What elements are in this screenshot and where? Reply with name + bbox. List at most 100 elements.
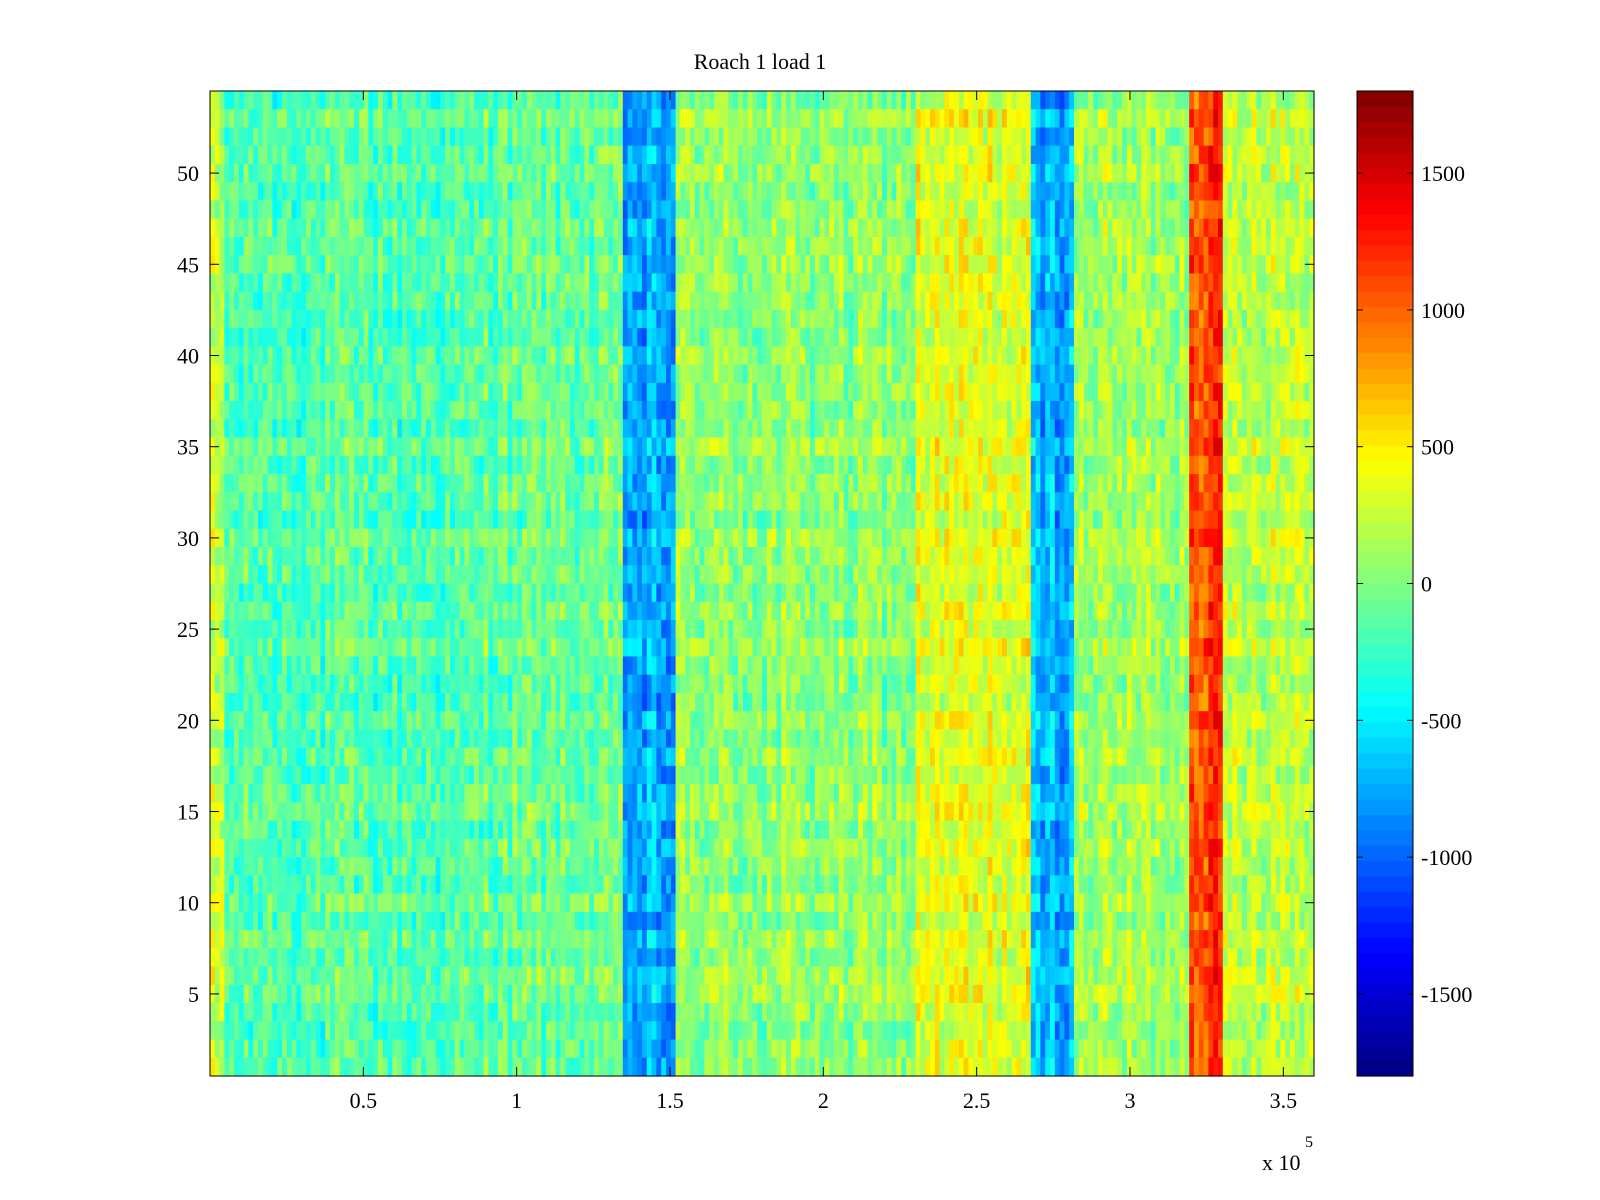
heatmap-cell [1275, 163, 1281, 183]
heatmap-cell [531, 200, 537, 220]
heatmap-cell [930, 127, 936, 147]
heatmap-cell [699, 291, 705, 311]
heatmap-cell [1242, 455, 1248, 475]
heatmap-cell [1093, 401, 1099, 420]
heatmap-cell [349, 163, 355, 183]
heatmap-cell [546, 255, 552, 275]
heatmap-cell [334, 109, 341, 129]
heatmap-cell [781, 382, 787, 402]
heatmap-cell [459, 145, 465, 165]
heatmap-cell [536, 236, 542, 256]
heatmap-cell [762, 328, 768, 347]
heatmap-cell [901, 236, 907, 256]
heatmap-cell [958, 109, 965, 129]
heatmap-cell [320, 273, 326, 293]
heatmap-cell [253, 455, 259, 475]
heatmap-cell [814, 200, 821, 220]
heatmap-cell [565, 401, 571, 420]
heatmap-cell [464, 346, 470, 366]
heatmap-cell [550, 437, 557, 457]
heatmap-cell [1208, 437, 1214, 457]
heatmap-cell [1246, 309, 1253, 329]
heatmap-cell [656, 401, 662, 420]
heatmap-cell [1198, 182, 1205, 202]
heatmap-cell [1112, 109, 1118, 129]
heatmap-cell [728, 474, 734, 493]
heatmap-cell [238, 109, 245, 129]
heatmap-cell [1261, 401, 1267, 420]
heatmap-cell [728, 346, 734, 366]
heatmap-cell [978, 127, 984, 147]
heatmap-cell [1266, 273, 1272, 293]
heatmap-cell [1016, 309, 1022, 329]
heatmap-cell [1165, 200, 1171, 220]
heatmap-cell [1165, 236, 1171, 256]
heatmap-cell [411, 200, 417, 220]
heatmap-cell [1208, 255, 1214, 275]
heatmap-cell [1275, 127, 1281, 147]
heatmap-cell [747, 236, 753, 256]
heatmap-cell [877, 236, 883, 256]
heatmap-cell [714, 291, 720, 311]
heatmap-cell [934, 163, 941, 183]
heatmap-cell [584, 218, 590, 238]
heatmap-cell [882, 455, 888, 475]
heatmap-cell [574, 200, 581, 220]
heatmap-cell [483, 309, 489, 329]
heatmap-cell [1299, 328, 1305, 347]
heatmap-cell [867, 109, 873, 129]
heatmap-cell [632, 401, 638, 420]
heatmap-cell [910, 236, 917, 256]
heatmap-cell [459, 236, 465, 256]
heatmap-cell [901, 364, 907, 384]
heatmap-cell [589, 455, 595, 475]
heatmap-cell [1122, 382, 1128, 402]
heatmap-cell [776, 218, 782, 238]
heatmap-cell [867, 401, 873, 420]
heatmap-cell [1069, 346, 1075, 366]
heatmap-cell [349, 273, 355, 293]
heatmap-cell [229, 346, 235, 366]
heatmap-cell [517, 145, 523, 165]
heatmap-cell [704, 182, 710, 202]
heatmap-cell [742, 236, 749, 256]
heatmap-cell [675, 145, 681, 165]
heatmap-cell [1189, 91, 1195, 110]
heatmap-cell [723, 437, 729, 457]
heatmap-cell [666, 273, 672, 293]
heatmap-cell [1083, 255, 1089, 275]
heatmap-cell [430, 474, 437, 493]
heatmap-cell [315, 127, 321, 147]
heatmap-cell [234, 182, 240, 202]
heatmap-cell [574, 109, 581, 129]
heatmap-cell [296, 163, 302, 183]
heatmap-cell [824, 109, 830, 129]
chart-title: Roach 1 load 1 [694, 49, 827, 74]
heatmap-cell [214, 291, 221, 311]
heatmap-cell [1189, 182, 1195, 202]
heatmap-cell [243, 309, 249, 329]
heatmap-cell [306, 291, 312, 311]
heatmap-cell [714, 437, 720, 457]
heatmap-cell [656, 291, 662, 311]
heatmap-cell [570, 291, 576, 311]
heatmap-cell [862, 364, 869, 384]
heatmap-cell [733, 127, 739, 147]
heatmap-cell [1112, 255, 1118, 275]
heatmap-cell [762, 145, 768, 165]
heatmap-cell [411, 328, 417, 347]
heatmap-cell [310, 255, 317, 275]
heatmap-cell [286, 91, 293, 110]
heatmap-cell [963, 200, 969, 220]
heatmap-cell [589, 145, 595, 165]
heatmap-cell [1189, 273, 1195, 293]
heatmap-cell [253, 91, 259, 110]
heatmap-cell [1131, 109, 1137, 129]
heatmap-cell [1136, 255, 1142, 275]
heatmap-cell [992, 328, 998, 347]
heatmap-cell [1237, 437, 1243, 457]
heatmap-cell [454, 109, 461, 129]
heatmap-cell [546, 109, 552, 129]
heatmap-cell [1203, 328, 1209, 347]
heatmap-cell [637, 419, 643, 439]
